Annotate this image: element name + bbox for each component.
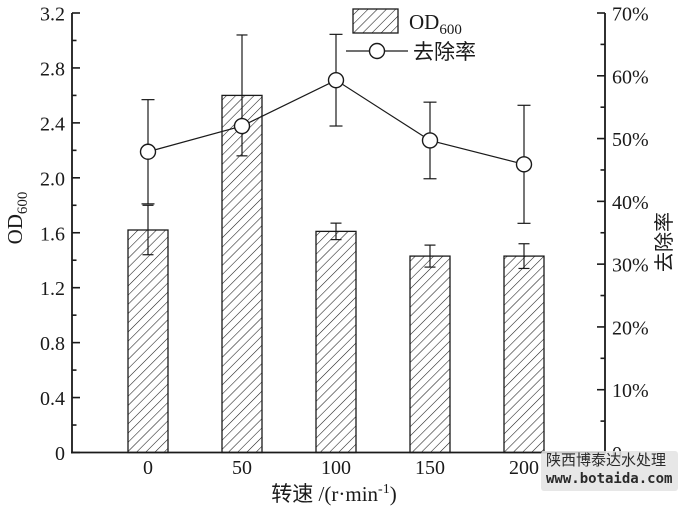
right-axis-tick-label: 40% xyxy=(612,192,649,214)
right-axis-tick-label: 50% xyxy=(612,129,649,151)
left-axis-tick-label: 0.4 xyxy=(40,388,65,410)
left-axis-tick-label: 1.6 xyxy=(40,223,65,245)
od-bar-0 xyxy=(127,229,169,454)
left-axis-tick-label: 2.8 xyxy=(40,58,65,80)
x-axis-label: 转速 /(r·min-1) xyxy=(271,482,396,506)
x-axis-tick-label: 50 xyxy=(232,457,252,479)
x-axis-tick-label: 0 xyxy=(143,457,153,479)
legend-od-swatch xyxy=(352,8,399,34)
od-bar-150 xyxy=(409,255,451,454)
left-axis-tick-label: 3.2 xyxy=(40,4,65,26)
right-axis-tick-label: 20% xyxy=(612,317,649,339)
x-axis-tick-label: 150 xyxy=(415,457,445,479)
removal-rate-point-0 xyxy=(139,143,157,160)
left-axis-tick-label: 2.0 xyxy=(40,168,65,190)
right-axis-tick-label: 70% xyxy=(612,4,649,26)
right-axis-label: 去除率 xyxy=(653,212,676,272)
left-axis-tick-label: 0 xyxy=(55,443,65,465)
right-axis-tick-label: 30% xyxy=(612,255,649,277)
watermark: 陕西博泰达水处理 www.botaida.com xyxy=(541,451,678,491)
removal-rate-point-50 xyxy=(233,117,251,135)
watermark-line1: 陕西博泰达水处理 xyxy=(546,452,667,469)
od-bar-100 xyxy=(315,230,357,454)
legend-od-label: OD600 xyxy=(409,10,462,38)
left-axis-tick-label: 1.2 xyxy=(40,278,65,300)
left-axis-tick-label: 0.8 xyxy=(40,333,65,355)
removal-rate-point-150 xyxy=(421,132,439,149)
right-axis-tick-label: 60% xyxy=(612,66,649,88)
legend-removal-marker xyxy=(368,42,386,60)
od-bar-200 xyxy=(503,255,545,454)
left-axis-label: OD600 xyxy=(3,192,31,245)
watermark-line2: www.botaida.com xyxy=(546,470,673,487)
removal-rate-point-100 xyxy=(327,71,345,89)
legend-removal-label: 去除率 xyxy=(413,40,476,64)
left-axis-tick-label: 2.4 xyxy=(40,113,65,135)
x-axis-tick-label: 100 xyxy=(321,457,351,479)
removal-rate-point-200 xyxy=(515,156,533,173)
x-axis-tick-label: 200 xyxy=(509,457,539,479)
right-axis-tick-label: 10% xyxy=(612,380,649,402)
